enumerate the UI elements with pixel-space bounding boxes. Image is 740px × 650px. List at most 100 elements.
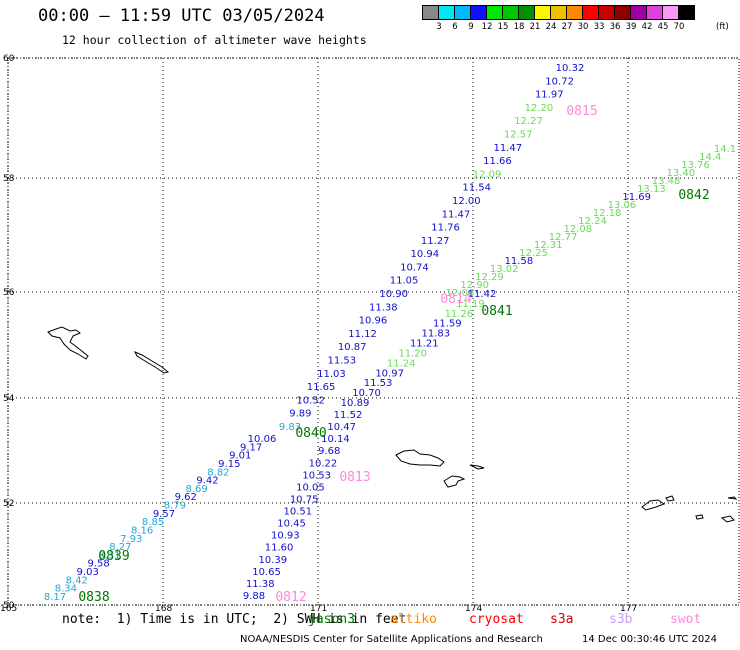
wave-height-label: 11.26 xyxy=(445,309,474,320)
wave-height-label: 11.83 xyxy=(421,329,450,340)
wave-height-label: 12.27 xyxy=(514,116,543,127)
lat-tick-label: 60 xyxy=(3,54,15,64)
colorbar-label: 27 xyxy=(561,22,573,32)
wave-height-label: 9.83 xyxy=(279,422,301,433)
lon-tick-label: 174 xyxy=(465,604,482,614)
island-outline xyxy=(133,351,170,374)
wave-height-label: 10.39 xyxy=(258,555,287,566)
wave-height-label: 10.32 xyxy=(556,63,585,74)
wave-height-label: 8.31 xyxy=(98,550,120,561)
wave-height-label: 9.62 xyxy=(175,492,197,503)
wave-height-label: 8.17 xyxy=(44,592,66,603)
wave-height-label: 10.94 xyxy=(410,249,439,260)
island-outline xyxy=(727,496,738,500)
wave-height-label: 8.34 xyxy=(55,584,77,595)
colorbar-label: 12 xyxy=(481,22,493,32)
lat-tick-label: 58 xyxy=(3,174,15,184)
colorbar-label: 36 xyxy=(609,22,621,32)
note-text: note: 1) Time is in UTC; 2) SWH is in fe… xyxy=(62,612,407,627)
colorbar-label: 39 xyxy=(625,22,637,32)
colorbar-unit: (ft) xyxy=(716,22,729,32)
colorbar-label: 21 xyxy=(529,22,541,32)
wave-height-label: 9.58 xyxy=(87,559,109,570)
colorbar-label: 33 xyxy=(593,22,605,32)
wave-height-label: 10.93 xyxy=(271,531,300,542)
wave-height-label: 13.13 xyxy=(637,184,666,195)
wave-height-label: 9.89 xyxy=(289,409,311,420)
wave-height-label: 14.1 xyxy=(714,144,736,155)
wave-height-label: 9.88 xyxy=(243,591,265,602)
wave-height-label: 8.85 xyxy=(142,517,164,528)
island-outline xyxy=(695,514,704,520)
wave-height-label: 10.96 xyxy=(359,316,388,327)
colorbar-label: 42 xyxy=(641,22,653,32)
wave-height-label: 12.29 xyxy=(475,272,504,283)
wave-height-label: 13.02 xyxy=(490,264,519,275)
pass-time-label: 0842 xyxy=(678,188,709,203)
colorbar-label: 9 xyxy=(468,22,474,32)
wave-height-label: 13.40 xyxy=(667,168,696,179)
wave-height-label: 10.75 xyxy=(290,494,319,505)
wave-height-label: 8.16 xyxy=(131,525,153,536)
wave-height-label: 12.08 xyxy=(563,224,592,235)
wave-height-label: 10.45 xyxy=(277,519,306,530)
colorbar-label: 3 xyxy=(436,22,442,32)
pass-time-label: 0840 xyxy=(295,426,326,441)
footer-timestamp: 14 Dec 00:30:46 UTC 2024 xyxy=(582,634,717,645)
wave-height-label: 11.19 xyxy=(456,299,485,310)
wave-height-label: 11.54 xyxy=(462,183,491,194)
wave-height-label: 13.48 xyxy=(652,176,681,187)
wave-height-label: 11.12 xyxy=(348,329,377,340)
wave-height-label: 12.90 xyxy=(460,280,489,291)
lon-tick-label: 165 xyxy=(0,604,17,614)
wave-height-label: 12.06 xyxy=(446,288,475,299)
pass-time-label: 0841 xyxy=(481,304,512,319)
pass-time-label: 0815 xyxy=(566,104,597,119)
lat-tick-label: 52 xyxy=(3,499,14,509)
wave-height-label: 13.06 xyxy=(608,200,637,211)
wave-height-label: 9.57 xyxy=(153,509,175,520)
wave-height-label: 10.70 xyxy=(352,388,381,399)
colorbar-label: 70 xyxy=(673,22,685,32)
pass-time-label: 0814 xyxy=(440,292,471,307)
wave-height-label: 9.01 xyxy=(229,451,251,462)
page-subtitle: 12 hour collection of altimeter wave hei… xyxy=(62,33,367,47)
wave-height-label: 11.05 xyxy=(390,276,419,287)
lon-tick-label: 168 xyxy=(155,604,172,614)
wave-height-label: 12.20 xyxy=(525,103,554,114)
wave-height-label: 10.74 xyxy=(400,262,429,273)
island-outline xyxy=(665,495,675,502)
lat-tick-label: 56 xyxy=(3,288,15,298)
wave-height-label: 12.25 xyxy=(519,248,548,259)
wave-height-label: 11.97 xyxy=(535,90,564,101)
colorbar-label: 15 xyxy=(497,22,509,32)
mission-jason3: jason3 xyxy=(308,612,355,627)
wave-height-label: 11.24 xyxy=(387,358,416,369)
wave-height-label: 8.42 xyxy=(66,575,88,586)
wave-height-label: 12.77 xyxy=(549,232,578,243)
wave-height-label: 13.76 xyxy=(681,160,710,171)
mission-altiko: altiko xyxy=(390,612,437,627)
colorbar-label: 24 xyxy=(545,22,557,32)
mission-s3a: s3a xyxy=(550,612,574,627)
pass-time-label: 0839 xyxy=(98,549,129,564)
wave-height-label: 10.97 xyxy=(375,368,404,379)
footer-credit: NOAA/NESDIS Center for Satellite Applica… xyxy=(240,634,543,645)
lat-tick-label: 50 xyxy=(3,601,15,611)
wave-height-label: 11.76 xyxy=(431,223,460,234)
wave-height-label: 11.03 xyxy=(317,369,346,380)
lon-tick-label: 171 xyxy=(310,604,327,614)
wave-height-label: 11.38 xyxy=(369,302,398,313)
wave-height-label: 12.31 xyxy=(534,240,563,251)
page-title: 00:00 – 11:59 UTC 03/05/2024 xyxy=(38,6,325,26)
island-outline xyxy=(720,515,735,523)
wave-height-label: 10.89 xyxy=(341,398,370,409)
wave-height-label: 9.15 xyxy=(218,459,240,470)
island-outline xyxy=(469,464,485,470)
wave-height-label: 12.57 xyxy=(504,129,533,140)
mission-cryosat: cryosat xyxy=(469,612,524,627)
lon-tick-label: 177 xyxy=(620,604,637,614)
wave-height-label: 12.09 xyxy=(473,169,502,180)
wave-height-label: 12.18 xyxy=(593,208,622,219)
wave-height-label: 10.47 xyxy=(327,422,356,433)
